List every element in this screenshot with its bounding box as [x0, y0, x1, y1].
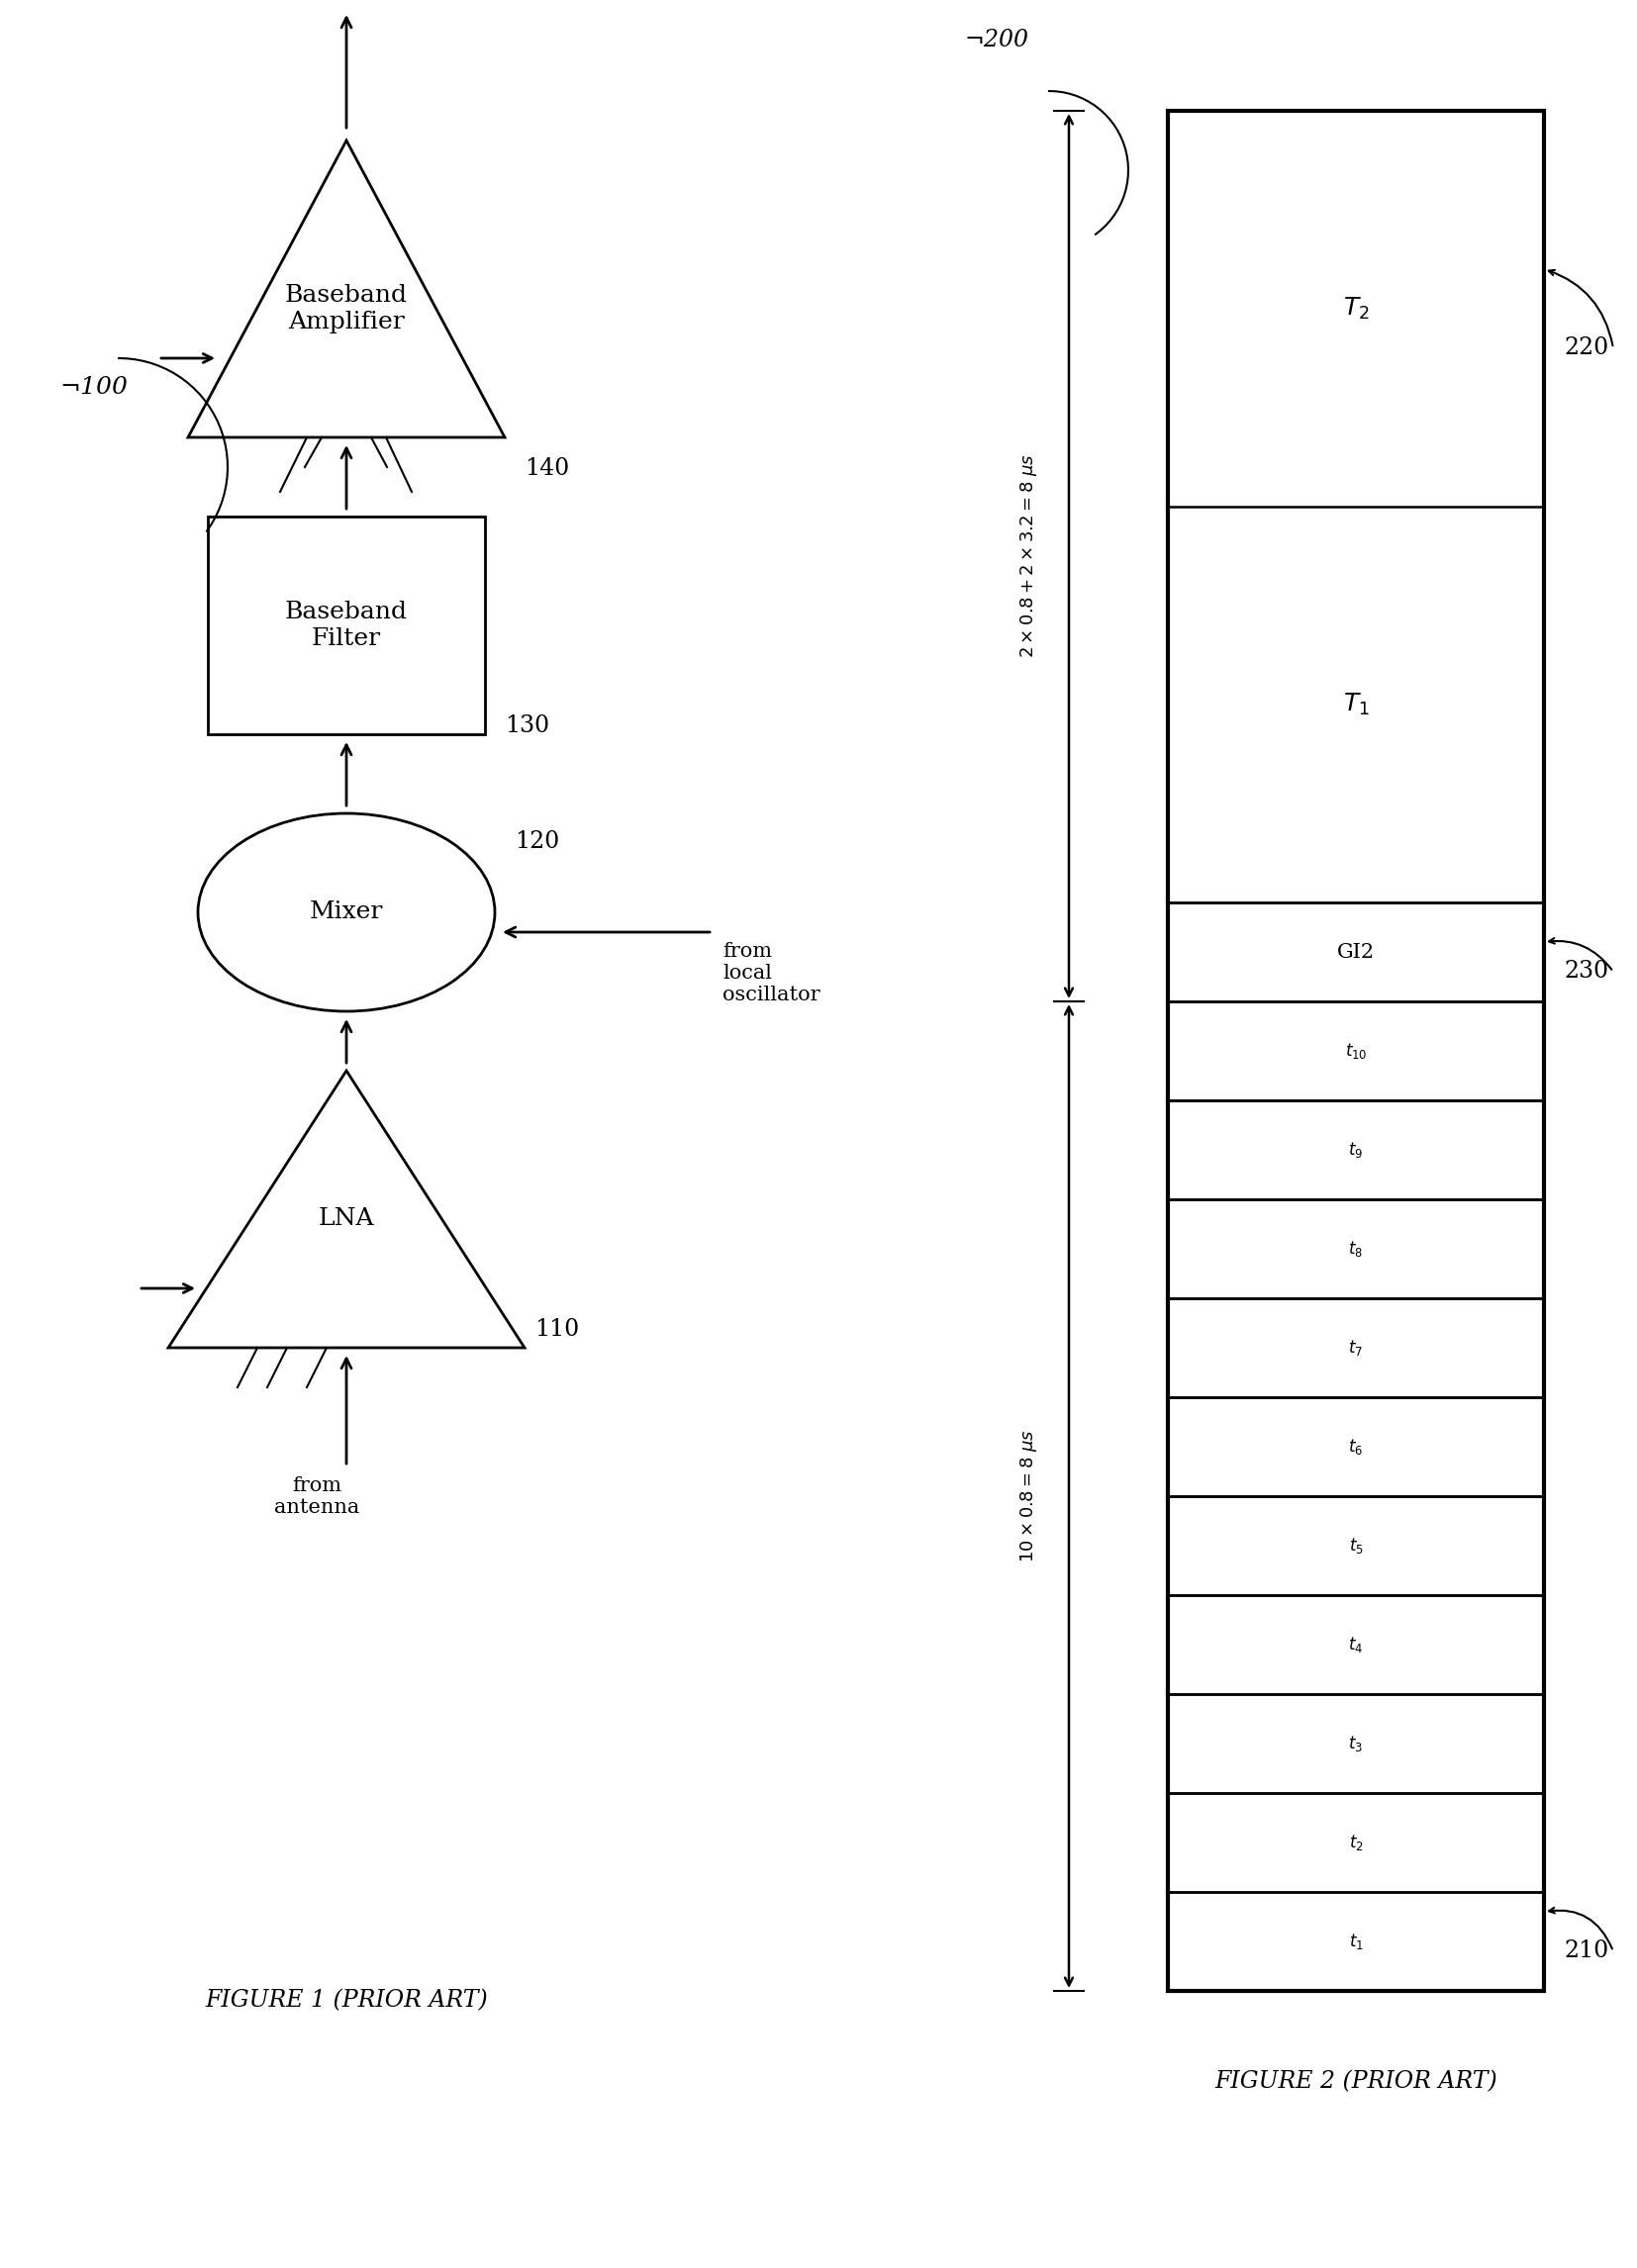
Bar [1167, 1297, 1544, 1397]
Bar [1167, 1200, 1544, 1297]
Text: $t_{7}$: $t_{7}$ [1349, 1338, 1364, 1359]
Text: Baseband
Filter: Baseband Filter [285, 601, 408, 651]
Text: $t_{5}$: $t_{5}$ [1349, 1535, 1364, 1556]
Text: FIGURE 2 (PRIOR ART): FIGURE 2 (PRIOR ART) [1215, 2071, 1498, 2093]
Text: $\neg$100: $\neg$100 [59, 376, 129, 399]
Text: $10\times0.8=8\ \mu s$: $10\times0.8=8\ \mu s$ [1018, 1429, 1039, 1563]
Text: 140: 140 [524, 458, 570, 481]
Text: $t_{4}$: $t_{4}$ [1349, 1635, 1364, 1653]
Bar [1167, 1002, 1544, 1100]
Text: $\neg$200: $\neg$200 [964, 29, 1030, 52]
Text: 210: 210 [1563, 1939, 1609, 1962]
Text: from
local
oscillator: from local oscillator [722, 941, 820, 1005]
Bar [1167, 506, 1544, 903]
Text: 120: 120 [514, 830, 560, 853]
Bar [1167, 1100, 1544, 1200]
Text: from
antenna: from antenna [273, 1476, 360, 1517]
Text: $T_2$: $T_2$ [1342, 295, 1369, 322]
Text: $t_{9}$: $t_{9}$ [1349, 1141, 1364, 1159]
Bar [1167, 1497, 1544, 1594]
Text: $2\times0.8+2\times3.2=8\ \mu s$: $2\times0.8+2\times3.2=8\ \mu s$ [1018, 454, 1039, 658]
Text: $t_{2}$: $t_{2}$ [1349, 1833, 1364, 1853]
Bar [1167, 903, 1544, 1002]
Text: Mixer: Mixer [309, 900, 383, 923]
Text: 130: 130 [504, 714, 550, 737]
Text: 230: 230 [1563, 959, 1609, 982]
Bar [1167, 1397, 1544, 1497]
Bar [1167, 1892, 1544, 1991]
Text: $t_{1}$: $t_{1}$ [1349, 1932, 1364, 1950]
Text: 220: 220 [1563, 338, 1609, 361]
Text: LNA: LNA [318, 1209, 375, 1232]
Bar [1167, 1694, 1544, 1794]
Text: GI2: GI2 [1337, 943, 1375, 962]
Bar [1167, 1794, 1544, 1892]
Text: $t_{10}$: $t_{10}$ [1344, 1041, 1367, 1061]
Text: $t_{3}$: $t_{3}$ [1349, 1733, 1364, 1753]
Text: FIGURE 1 (PRIOR ART): FIGURE 1 (PRIOR ART) [205, 1989, 488, 2012]
Text: $t_{6}$: $t_{6}$ [1349, 1438, 1364, 1456]
Text: Baseband
Amplifier: Baseband Amplifier [285, 284, 408, 333]
Text: $T_1$: $T_1$ [1342, 692, 1369, 717]
Text: $t_{8}$: $t_{8}$ [1349, 1238, 1364, 1259]
Text: 110: 110 [534, 1318, 579, 1340]
Bar [208, 517, 485, 735]
Bar [1167, 111, 1544, 1991]
Bar [1167, 1594, 1544, 1694]
